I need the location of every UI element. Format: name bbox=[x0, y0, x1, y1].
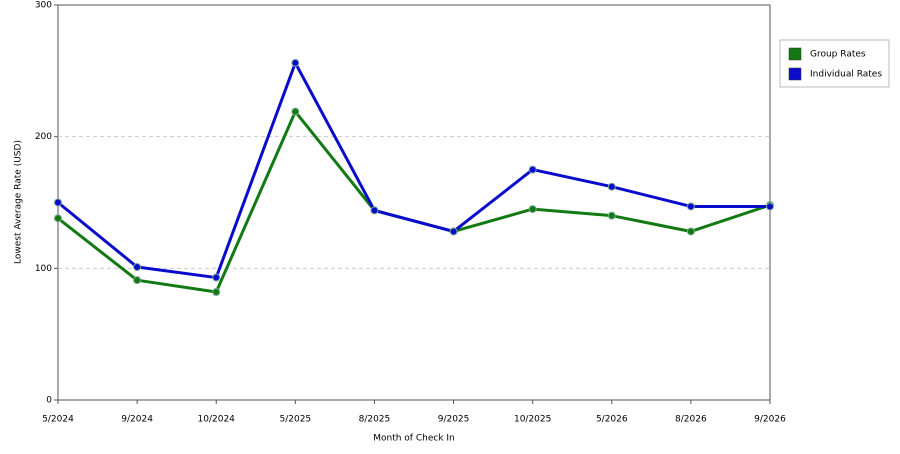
data-point bbox=[607, 211, 616, 220]
plot-frame bbox=[57, 4, 771, 401]
y-tick-label: 0 bbox=[46, 396, 52, 406]
data-point bbox=[528, 205, 537, 214]
data-point bbox=[766, 202, 774, 211]
data-point bbox=[686, 202, 695, 211]
data-point bbox=[528, 165, 537, 174]
data-point bbox=[686, 227, 695, 236]
data-point bbox=[291, 107, 300, 116]
series-line bbox=[57, 61, 770, 280]
series-line bbox=[57, 110, 771, 294]
data-point bbox=[370, 206, 379, 215]
x-tick-label: 8/2026 bbox=[675, 415, 707, 425]
y-axis-label: Lowest Average Rate (USD) bbox=[14, 140, 24, 264]
y-tick-label: 300 bbox=[35, 1, 52, 11]
data-point bbox=[449, 227, 458, 236]
x-tick-label: 5/2025 bbox=[279, 415, 311, 425]
legend-label: Individual Rates bbox=[810, 70, 882, 80]
y-tick-label: 200 bbox=[35, 132, 52, 142]
data-point bbox=[607, 182, 616, 191]
data-point bbox=[54, 214, 62, 223]
x-tick-label: 8/2025 bbox=[359, 415, 391, 425]
data-point bbox=[133, 276, 142, 285]
x-axis-label: Month of Check In bbox=[373, 434, 455, 444]
x-tick-label: 9/2026 bbox=[754, 415, 786, 425]
legend-swatch bbox=[788, 67, 802, 81]
data-point bbox=[54, 198, 62, 207]
data-point bbox=[133, 263, 142, 272]
data-point bbox=[291, 58, 300, 67]
data-point bbox=[212, 288, 221, 297]
x-tick-label: 5/2024 bbox=[42, 415, 74, 425]
x-tick-label: 9/2025 bbox=[438, 415, 470, 425]
legend-swatch bbox=[788, 47, 802, 61]
y-tick-label: 100 bbox=[35, 264, 52, 274]
x-tick-label: 10/2024 bbox=[198, 415, 236, 425]
x-tick-label: 10/2025 bbox=[514, 415, 551, 425]
data-point bbox=[212, 273, 221, 282]
legend-label: Group Rates bbox=[810, 50, 866, 60]
x-tick-label: 9/2024 bbox=[121, 415, 153, 425]
x-tick-label: 5/2026 bbox=[596, 415, 628, 425]
